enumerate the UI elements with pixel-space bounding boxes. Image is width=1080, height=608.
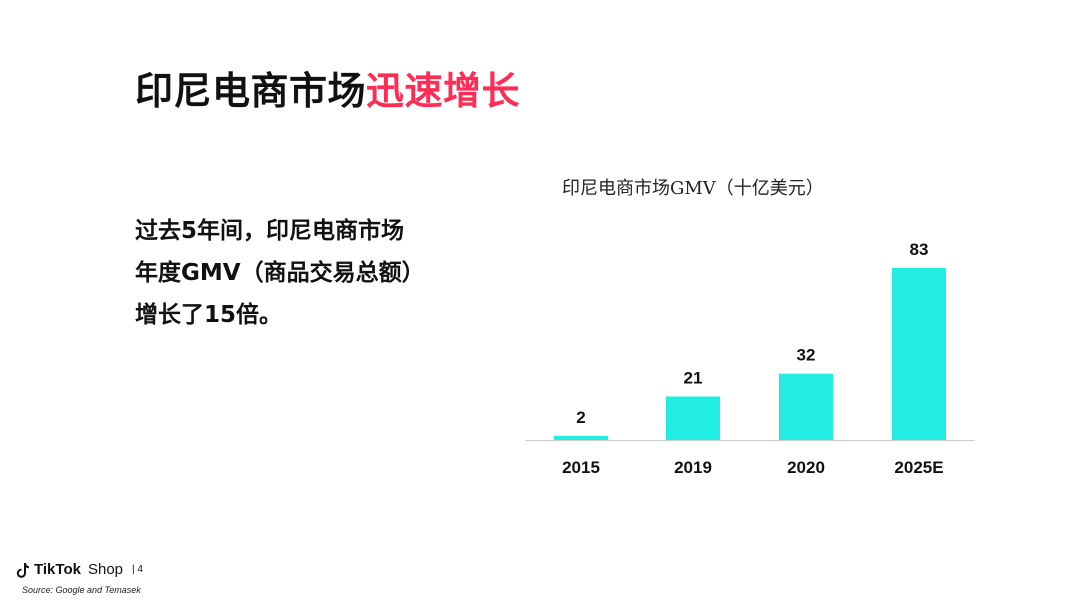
x-tick-2015: 2015: [562, 458, 600, 477]
x-tick-2025E: 2025E: [894, 458, 943, 477]
bar-2019: [666, 396, 720, 440]
title-accent: 迅速增长: [366, 69, 521, 113]
tiktok-note-icon: [16, 562, 29, 578]
data-label-2025E: 83: [910, 240, 929, 259]
bar-2015: [554, 435, 608, 440]
body-line-3: 增长了15倍。: [135, 302, 283, 328]
bar-2020: [779, 373, 833, 440]
bar-2025E: [892, 268, 946, 440]
data-label-2019: 21: [684, 368, 703, 387]
body-line-1: 过去5年间，印尼电商市场: [135, 218, 405, 244]
body-line-2: 年度GMV（商品交易总额）: [135, 260, 425, 286]
data-label-2015: 2: [576, 408, 585, 427]
tiktok-shop-logo: TikTok Shop: [16, 561, 123, 578]
brand-shop: Shop: [87, 561, 124, 578]
source-note: Source: Google and Temasek: [22, 585, 141, 595]
page-number: | 4: [132, 564, 143, 575]
x-tick-2019: 2019: [674, 458, 712, 477]
brand-name: TikTok: [34, 561, 81, 578]
data-label-2020: 32: [797, 346, 816, 365]
chart-title: 印尼电商市场GMV（十亿美元）: [562, 178, 824, 199]
body-text: 过去5年间，印尼电商市场 年度GMV（商品交易总额） 增长了15倍。: [135, 210, 475, 336]
gmv-bar-chart: 2 2015 21 2019 32 2020 83 2025E: [525, 240, 975, 477]
page-title: 印尼电商市场迅速增长: [135, 60, 520, 115]
x-tick-2020: 2020: [787, 458, 825, 477]
title-main: 印尼电商市场: [135, 69, 367, 113]
